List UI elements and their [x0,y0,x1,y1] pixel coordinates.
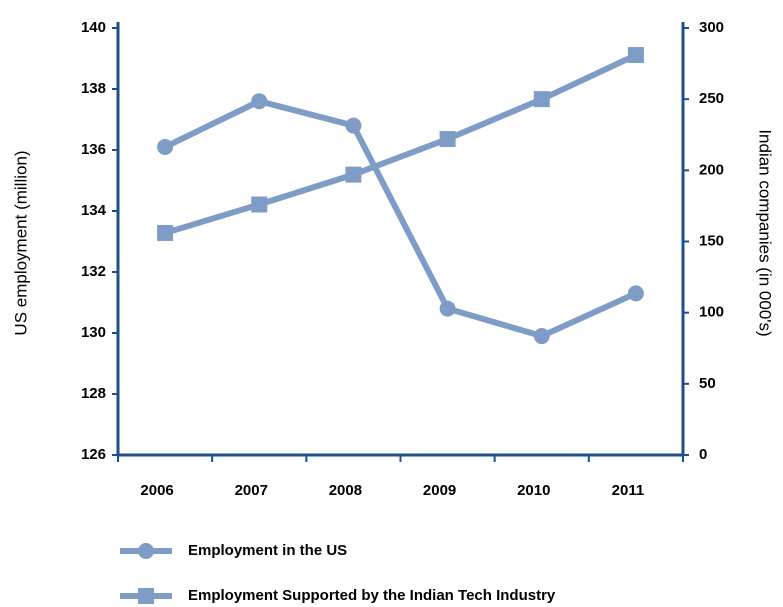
y2-tick-label: 0 [699,446,707,463]
y2-tick-label: 300 [699,19,724,36]
data-point [627,285,644,302]
y2-axis-label: Indian companies (in 000's) [756,129,775,336]
data-point [157,224,174,241]
y2-tick-label: 200 [699,161,724,178]
y-tick-label: 134 [81,202,107,219]
data-point [627,47,644,64]
y-tick-label: 126 [81,446,106,463]
y2-tick-label: 100 [699,304,724,321]
series-line [164,52,638,236]
y-tick-label: 136 [81,141,106,158]
data-point [533,91,550,108]
data-point [439,300,456,317]
y2-tick-label: 250 [699,90,724,107]
series-line [163,98,638,340]
y-tick-label: 138 [81,80,106,97]
data-point [345,117,362,134]
legend-marker [138,588,154,604]
data-point [533,328,550,345]
x-tick-label: 2009 [423,482,456,499]
y-tick-label: 130 [81,324,106,341]
y2-tick-label: 50 [699,375,716,392]
y-tick-label: 140 [81,19,106,36]
y-tick-label: 128 [81,385,106,402]
data-point [251,196,268,213]
data-point [439,131,456,148]
data-point [251,93,268,110]
x-tick-label: 2006 [140,482,173,499]
legend-label: Employment Supported by the Indian Tech … [188,587,556,604]
x-tick-label: 2011 [612,482,645,499]
data-point [345,166,362,183]
data-point [157,138,174,155]
y2-tick-label: 150 [699,232,724,249]
y-tick-label: 132 [81,263,106,280]
legend-marker [138,543,154,559]
legend-label: Employment in the US [188,542,347,559]
x-tick-label: 2007 [235,482,268,499]
x-tick-label: 2008 [329,482,362,499]
x-tick-label: 2010 [517,482,550,499]
y-axis-label: US employment (million) [11,150,30,335]
